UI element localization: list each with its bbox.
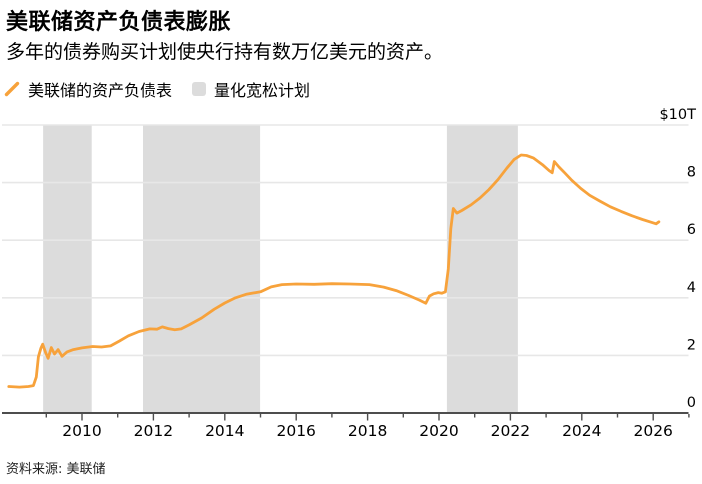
legend-item-balance-sheet: 美联储的资产负债表 <box>4 77 172 101</box>
chart-subtitle: 多年的债券购买计划使央行持有数万亿美元的资产。 <box>6 41 444 63</box>
x-tick-label: 2016 <box>276 422 315 440</box>
x-tick-label: 2026 <box>633 422 672 440</box>
source-note: 资料来源: 美联储 <box>6 462 106 477</box>
x-tick-label: 2014 <box>205 422 244 440</box>
qe-band <box>446 125 518 413</box>
x-tick-label: 2022 <box>491 422 530 440</box>
chart-legend: 美联储的资产负债表 量化宽松计划 <box>4 77 310 101</box>
y-tick-label: $10T <box>659 107 696 123</box>
y-tick-label: 8 <box>687 165 696 181</box>
x-tick-label: 2018 <box>348 422 387 440</box>
y-tick-label: 4 <box>687 280 696 296</box>
balance-sheet-line <box>7 153 661 389</box>
x-tick-label: 2024 <box>562 422 601 440</box>
band-series-icon <box>192 82 207 96</box>
qe-band <box>143 125 261 413</box>
legend-item-qe: 量化宽松计划 <box>192 77 310 101</box>
y-tick-label: 6 <box>687 222 696 238</box>
x-tick-label: 2020 <box>419 422 458 440</box>
x-tick-label: 2012 <box>134 422 173 440</box>
chart-title: 美联储资产负债表膨胀 <box>6 10 232 35</box>
x-tick-label: 2010 <box>62 422 101 440</box>
line-series-icon <box>4 81 20 97</box>
legend-label-balance-sheet: 美联储的资产负债表 <box>28 81 173 100</box>
legend-label-qe: 量化宽松计划 <box>214 81 311 100</box>
y-tick-label: 0 <box>687 395 696 411</box>
y-tick-label: 2 <box>687 337 696 353</box>
qe-band <box>43 125 92 413</box>
